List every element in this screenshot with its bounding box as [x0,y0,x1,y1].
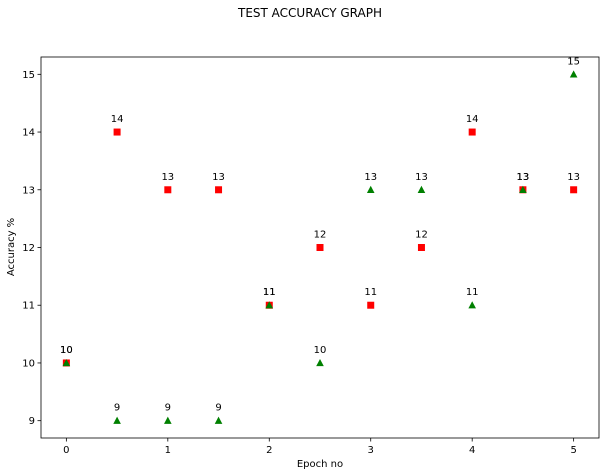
x-tick-label: 1 [165,445,171,456]
data-label: 10 [60,345,73,356]
triangle-marker [214,416,223,424]
square-marker [164,186,172,194]
data-label: 11 [263,287,276,298]
x-axis-label: Epoch no [297,459,343,470]
data-label: 14 [466,114,479,125]
data-label: 13 [161,172,174,183]
triangle-marker [62,358,71,367]
data-label: 9 [215,403,221,414]
data-points [62,70,578,424]
chart-title: TEST ACCURACY GRAPH [237,6,382,20]
data-label: 11 [263,287,276,298]
x-tick-label: 2 [266,445,272,456]
square-marker [468,128,476,136]
square-marker [570,186,578,194]
x-tick-label: 3 [368,445,374,456]
data-label: 13 [364,172,377,183]
square-marker [316,244,324,251]
triangle-marker [113,416,121,424]
data-label: 13 [212,172,225,183]
triangle-marker [164,416,172,424]
x-axis: 0 1 2 3 4 5 [63,438,577,456]
triangle-marker [569,70,578,78]
data-label: 10 [60,345,73,356]
triangle-marker [468,301,476,309]
y-tick-label: 13 [22,185,35,196]
square-marker [113,128,121,136]
data-label: 11 [364,287,377,298]
square-marker [215,186,223,194]
data-label: 14 [111,114,124,125]
triangle-marker [316,358,324,367]
x-tick-label: 0 [63,445,69,456]
y-tick-label: 10 [22,358,35,369]
data-label: 9 [165,403,171,414]
triangle-marker [417,185,426,193]
triangle-marker [519,185,527,193]
data-label: 15 [567,56,580,67]
y-axis-label: Accuracy % [6,218,17,276]
y-tick-label: 12 [22,243,35,254]
y-tick-label: 11 [22,301,35,312]
data-label: 13 [517,172,530,183]
data-label: 12 [415,230,428,241]
data-label: 11 [466,287,479,298]
y-tick-label: 9 [29,416,35,427]
data-label: 13 [567,172,580,183]
square-marker [417,244,425,251]
y-axis: 9 10 11 12 13 14 15 [22,70,41,427]
data-label: 12 [314,230,327,241]
y-tick-label: 14 [22,128,35,139]
data-label: 13 [415,172,428,183]
square-marker [367,301,375,309]
data-label: 13 [517,172,530,183]
x-tick-label: 5 [570,445,576,456]
x-tick-label: 4 [469,445,475,456]
triangle-marker [366,185,375,193]
triangle-marker [265,301,274,309]
data-label: 9 [114,403,120,414]
data-label: 10 [314,345,327,356]
y-tick-label: 15 [22,70,35,81]
